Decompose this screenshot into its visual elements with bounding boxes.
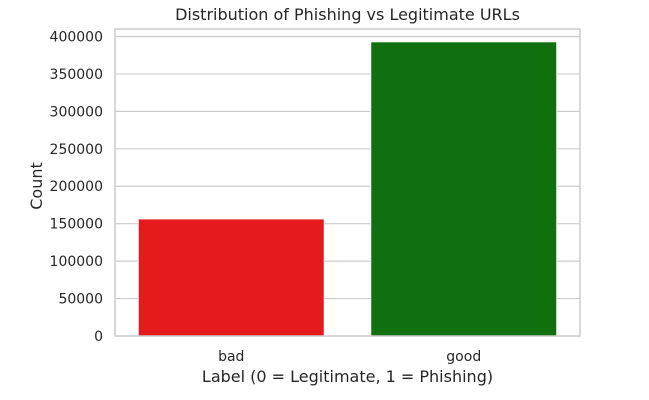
y-tick-label: 200000 [50, 179, 103, 195]
bar-good [370, 41, 558, 337]
y-tick-labels: 0 50000 100000 150000 200000 250000 300000 3500… [50, 29, 103, 345]
plot-border [114, 28, 581, 337]
x-axis-label: Label (0 = Legitimate, 1 = Phishing) [202, 367, 493, 386]
y-axis-label: Count [27, 162, 46, 210]
x-tick-label: bad [218, 349, 244, 365]
y-tick-label: 150000 [50, 217, 103, 233]
y-tick-label: 400000 [50, 29, 103, 45]
y-tick-label: 100000 [50, 254, 103, 270]
bar-bad [137, 218, 325, 337]
y-tick-label: 350000 [50, 67, 103, 83]
x-tick-label: good [446, 349, 481, 365]
y-tick-label: 0 [94, 329, 103, 345]
y-tick-label: 50000 [58, 292, 103, 308]
x-tick-labels: bad good [218, 349, 481, 365]
plot-frame [114, 28, 581, 337]
y-tick-label: 250000 [50, 142, 103, 158]
y-tick-label: 300000 [50, 104, 103, 120]
chart-title: Distribution of Phishing vs Legitimate U… [175, 5, 520, 24]
bars [137, 41, 558, 337]
